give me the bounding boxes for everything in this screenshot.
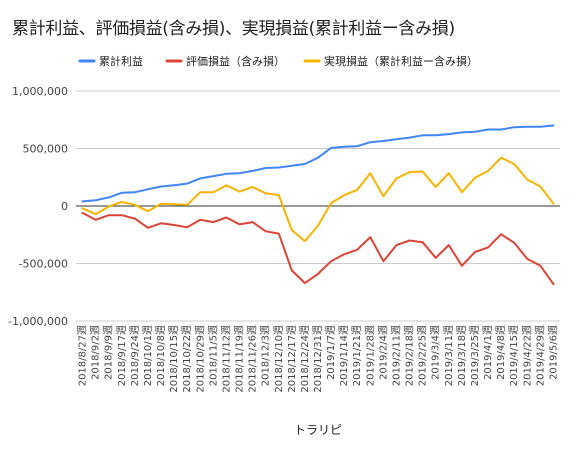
legend-label: 累計利益 (99, 54, 143, 68)
x-tick-label: 2018/10/22週 (181, 325, 193, 393)
x-tick-label: 2019/4/8週 (495, 325, 507, 380)
x-tick-label: 2018/9/9週 (103, 325, 115, 380)
x-tick-label: 2019/1/28週 (364, 325, 376, 386)
x-tick-label: 2019/1/7週 (325, 325, 337, 380)
x-tick-label: 2018/8/27週 (77, 325, 89, 386)
x-tick-label: 2018/11/26週 (247, 325, 259, 393)
x-tick-label: 2018/12/3週 (260, 325, 272, 386)
legend-label: 実現損益（累計利益ー含み損） (324, 54, 478, 68)
x-tick-label: 2019/4/29週 (534, 325, 546, 386)
y-tick-label: 0 (61, 200, 68, 213)
x-tick-label: 2019/3/25週 (469, 325, 481, 386)
y-axis-ticks: -1,000,000 -500,000 0 500,000 1,000,000 (8, 85, 68, 328)
x-axis-label: トラリピ (294, 423, 342, 437)
legend-label: 評価損益（含み損） (186, 54, 285, 68)
gridlines (76, 90, 560, 322)
x-tick-label: 2019/4/15週 (508, 325, 520, 386)
x-tick-label: 2019/3/11週 (443, 325, 455, 386)
y-tick-label: 500,000 (23, 143, 69, 156)
x-tick-label: 2018/11/5週 (207, 325, 219, 386)
x-tick-label: 2018/9/2週 (90, 325, 102, 380)
x-tick-label: 2018/12/24週 (299, 325, 311, 393)
x-tick-label: 2019/2/4週 (377, 325, 389, 380)
series-line-2 (81, 211, 555, 286)
x-tick-label: 2019/5/6週 (547, 325, 559, 380)
x-tick-label: 2018/10/8週 (155, 325, 167, 386)
x-tick-label: 2018/9/17週 (116, 325, 128, 386)
x-tick-label: 2018/12/31週 (312, 325, 324, 393)
x-tick-label: 2018/10/1週 (142, 325, 154, 386)
series-lines (81, 124, 555, 286)
legend: 累計利益 評価損益（含み損） 実現損益（累計利益ー含み損） (78, 54, 478, 68)
x-tick-label: 2018/10/29週 (194, 325, 206, 393)
x-tick-label: 2019/1/21週 (351, 325, 363, 386)
x-tick-label: 2019/4/1週 (482, 325, 494, 380)
y-tick-label: -500,000 (19, 258, 68, 271)
x-tick-label: 2018/12/10週 (273, 325, 285, 393)
x-tick-label: 2019/1/14週 (338, 325, 350, 386)
x-tick-label: 2019/4/22週 (521, 325, 533, 386)
x-tick-label: 2019/3/18週 (456, 325, 468, 386)
x-tick-label: 2018/9/24週 (129, 325, 141, 386)
chart-title: 累計利益、評価損益(含み損)、実現損益(累計利益ー含み損) (12, 19, 455, 39)
x-tick-label: 2018/11/12週 (220, 325, 232, 393)
series-line-1 (81, 124, 555, 203)
x-tick-label: 2018/10/15週 (168, 325, 180, 393)
x-tick-label: 2019/2/18週 (404, 325, 416, 386)
y-tick-label: 1,000,000 (12, 85, 68, 98)
x-tick-label: 2018/11/19週 (234, 325, 246, 393)
y-tick-label: -1,000,000 (8, 315, 68, 328)
x-tick-label: 2019/2/11週 (390, 325, 402, 386)
x-axis-ticks: 2018/8/27週 2018/9/2週 2018/9/9週 2018/9/17週 20… (77, 325, 560, 393)
x-tick-label: 2019/2/25週 (417, 325, 429, 386)
series-line-3 (81, 156, 555, 243)
x-tick-label: 2019/3/4週 (430, 325, 442, 380)
x-tick-label: 2018/12/17週 (286, 325, 298, 393)
